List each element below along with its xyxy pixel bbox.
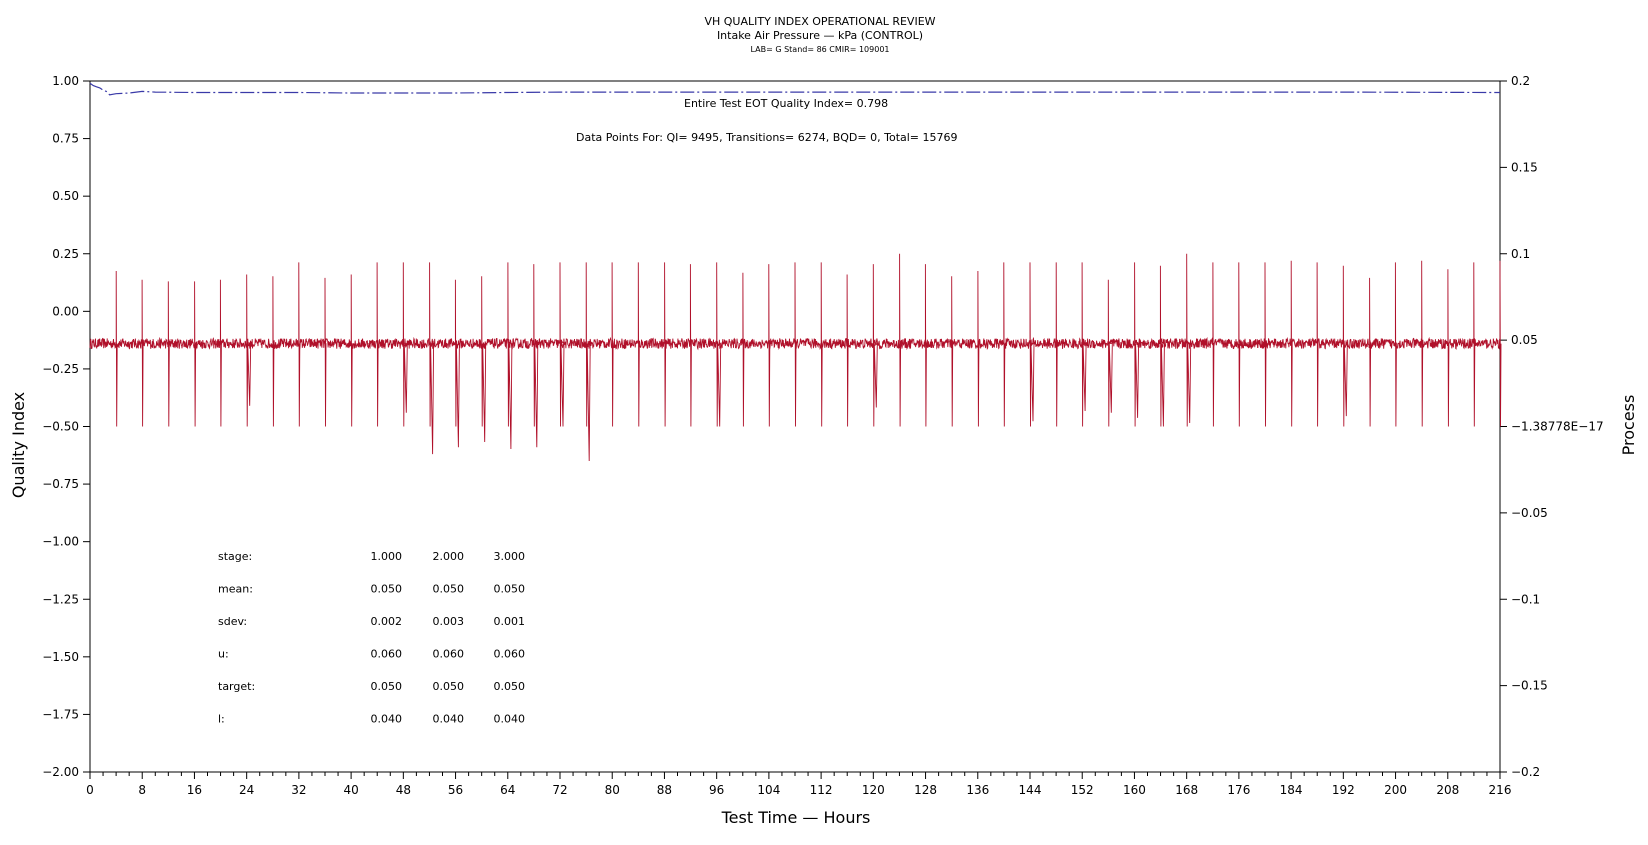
x-tick-label: 120 [862,783,885,797]
x-tick-label: 160 [1123,783,1146,797]
y-tick-label: −1.25 [42,592,79,606]
y-axis-right: 0.2 0.15 0.1 0.05 −1.38778E−17 −0.05 −0.1 −0.15… [1500,74,1604,779]
y2-tick-label: 0.15 [1511,160,1538,174]
stats-value: 0.040 [494,713,526,726]
stats-value: 0.002 [371,615,403,628]
y-axis-left: 1.00 0.75 0.50 0.25 0.00 −0.25 −0.50 −0.75 −1.00… [42,74,90,779]
stats-value: 0.050 [433,680,465,693]
stats-value: 2.000 [433,550,465,563]
x-tick-label: 64 [500,783,515,797]
y-tick-label: 0.50 [52,189,79,203]
stats-value: 0.050 [433,583,465,596]
stats-table: stage: 1.000 2.000 3.000 mean: 0.050 0.050 0.05… [218,550,525,726]
y-axis-title: Quality Index [9,392,28,498]
stats-value: 0.040 [433,713,465,726]
y2-tick-label: −1.38778E−17 [1511,420,1604,434]
x-tick-label: 40 [343,783,358,797]
series-process-line [89,253,1502,462]
x-tick-label: 136 [966,783,989,797]
y2-tick-label: 0.1 [1511,247,1530,261]
x-tick-label: 128 [914,783,937,797]
y2-tick-label: −0.05 [1511,506,1548,520]
stats-value: 0.003 [433,615,465,628]
x-tick-label: 0 [86,783,94,797]
y-tick-label: 0.25 [52,247,79,261]
x-tick-label: 144 [1019,783,1042,797]
x-tick-label: 32 [291,783,306,797]
stats-value: 0.001 [494,615,526,628]
y2-tick-label: −0.1 [1511,592,1540,606]
y2-axis-title: Process [1619,395,1638,456]
annotation-data-points: Data Points For: QI= 9495, Transitions= … [576,131,958,144]
stats-value: 0.060 [371,648,403,661]
x-tick-label: 56 [448,783,463,797]
y2-tick-label: −0.2 [1511,765,1540,779]
y-tick-label: −1.50 [42,650,79,664]
series-quality-index-line [89,82,1501,96]
x-tick-label: 48 [396,783,411,797]
stats-value: 0.050 [371,583,403,596]
stats-value: 0.050 [494,583,526,596]
x-tick-label: 168 [1175,783,1198,797]
chart-subtitle: Intake Air Pressure — kPa (CONTROL) [717,29,923,42]
x-tick-label: 184 [1280,783,1303,797]
x-axis: 0 8 16 24 32 40 48 56 64 72 80 88 96 104 112 120 128 136 1… [86,772,1511,797]
x-tick-label: 24 [239,783,254,797]
stats-row-label: sdev: [218,615,247,628]
x-tick-label: 112 [810,783,833,797]
x-tick-label: 176 [1227,783,1250,797]
annotation-eot: Entire Test EOT Quality Index= 0.798 [684,97,888,110]
y2-tick-label: 0.05 [1511,333,1538,347]
y-tick-label: 0.00 [52,304,79,318]
stats-row-label: u: [218,648,229,661]
y2-tick-label: 0.2 [1511,74,1530,88]
stats-row-label: l: [218,713,225,726]
stats-value: 1.000 [371,550,403,563]
x-tick-label: 72 [552,783,567,797]
y-tick-label: −1.75 [42,707,79,721]
y-tick-label: 1.00 [52,74,79,88]
x-tick-label: 80 [605,783,620,797]
y-tick-label: 0.75 [52,132,79,146]
x-tick-label: 16 [187,783,202,797]
chart-title: VH QUALITY INDEX OPERATIONAL REVIEW [704,15,935,28]
x-tick-label: 8 [138,783,146,797]
y-tick-label: −0.50 [42,420,79,434]
stats-value: 0.040 [371,713,403,726]
stats-row-label: stage: [218,550,252,563]
series-layer [89,82,1502,462]
x-tick-label: 104 [757,783,780,797]
plot-frame [89,80,1501,773]
x-tick-label: 152 [1071,783,1094,797]
x-tick-label: 88 [657,783,672,797]
chart-subtitle-small: LAB= G Stand= 86 CMIR= 109001 [750,45,889,54]
y-tick-label: −1.00 [42,535,79,549]
x-tick-label: 192 [1332,783,1355,797]
x-tick-label: 96 [709,783,724,797]
x-tick-label: 200 [1384,783,1407,797]
stats-value: 0.060 [494,648,526,661]
x-tick-label: 208 [1436,783,1459,797]
x-axis-title: Test Time — Hours [721,808,871,827]
stats-value: 0.050 [494,680,526,693]
stats-value: 0.050 [371,680,403,693]
y-tick-label: −2.00 [42,765,79,779]
stats-value: 3.000 [494,550,526,563]
stats-value: 0.060 [433,648,465,661]
stats-row-label: mean: [218,583,253,596]
x-tick-label: 216 [1489,783,1512,797]
stats-row-label: target: [218,680,255,693]
y-tick-label: −0.25 [42,362,79,376]
y2-tick-label: −0.15 [1511,679,1548,693]
y-tick-label: −0.75 [42,477,79,491]
